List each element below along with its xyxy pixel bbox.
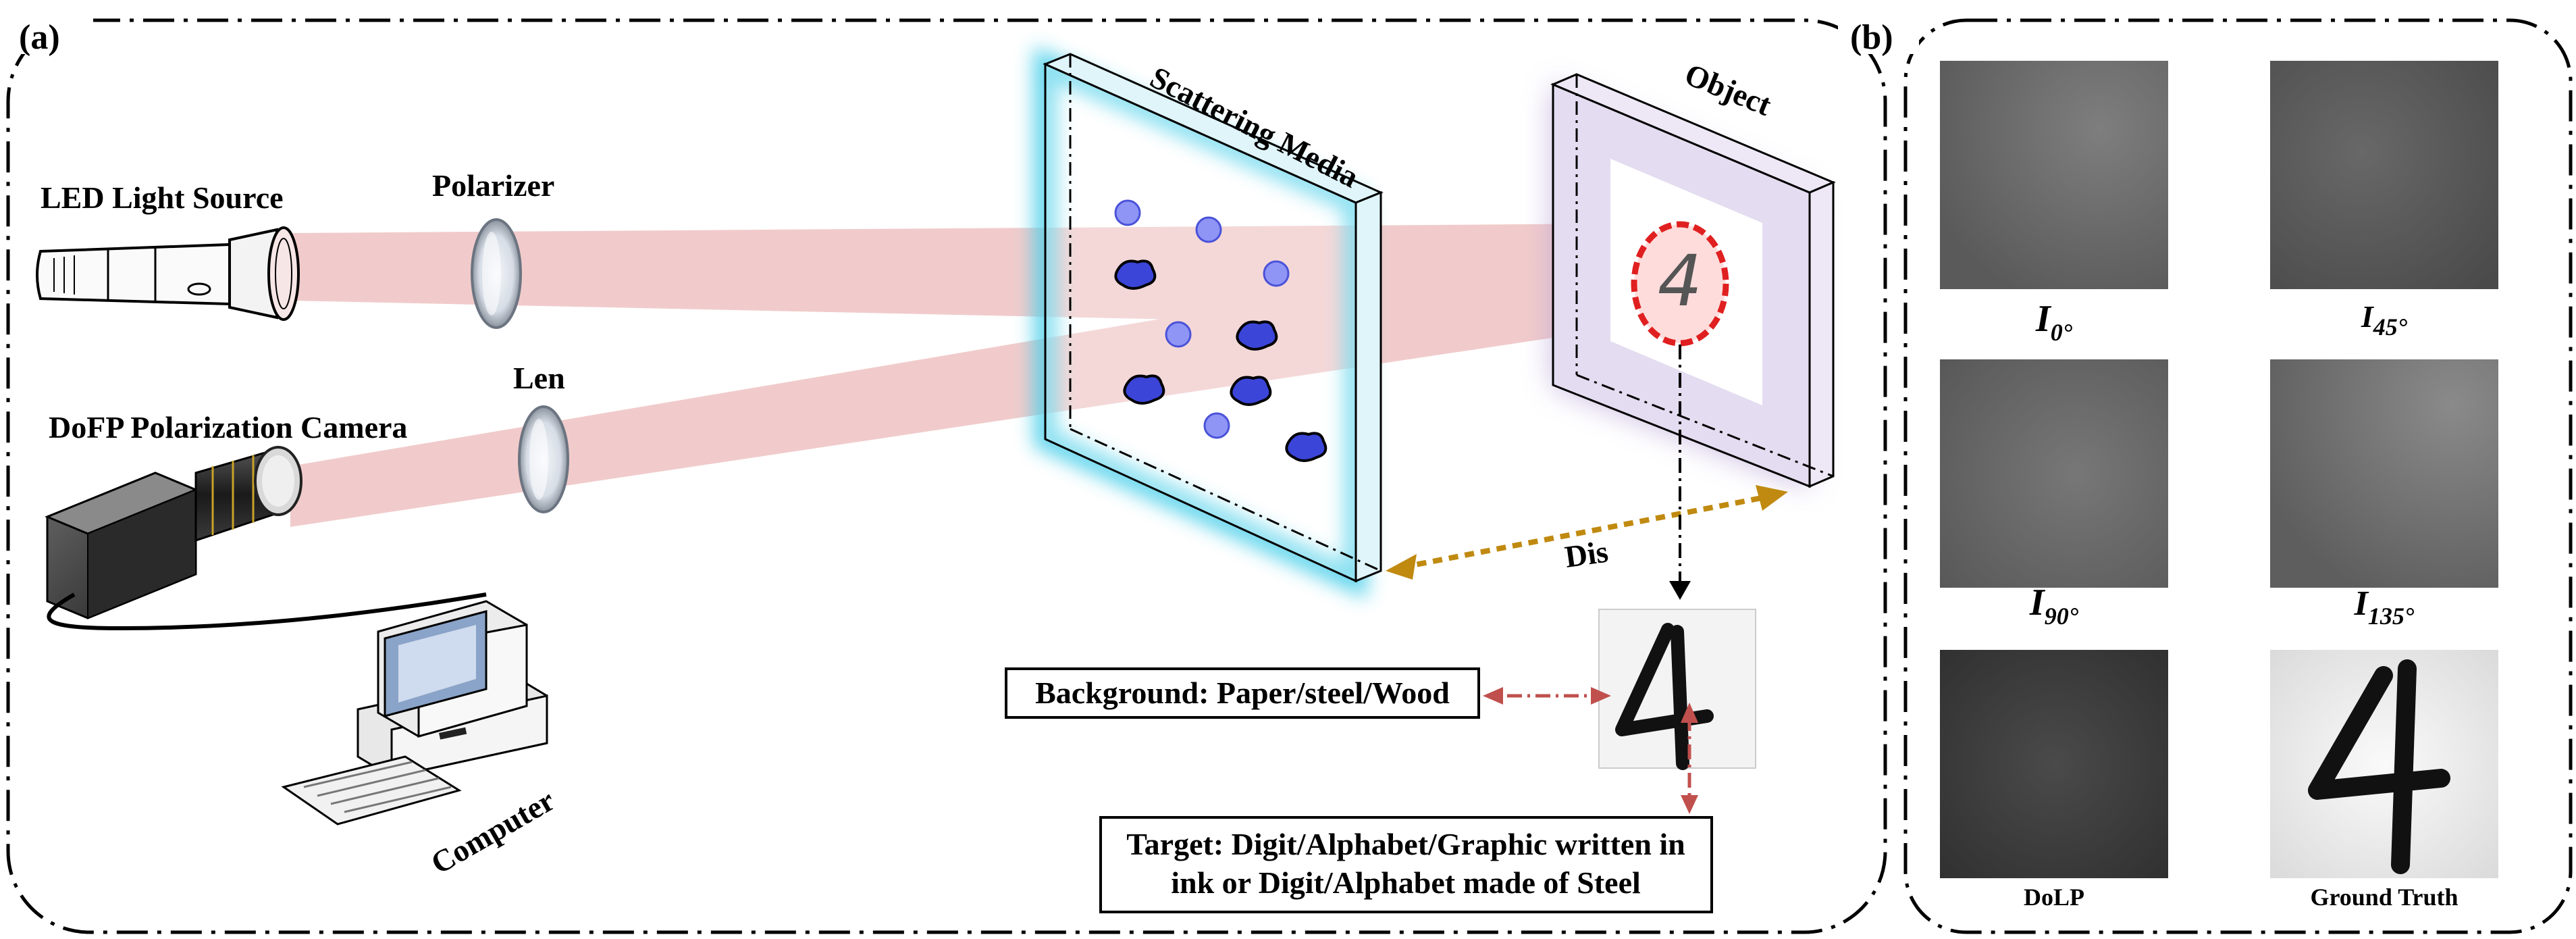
caption-i45: I45° bbox=[2361, 299, 2408, 340]
particle bbox=[1263, 260, 1290, 287]
distance-arrowhead-right bbox=[1756, 485, 1788, 511]
caption-i0: I0° bbox=[2035, 298, 2073, 346]
thumb-i45 bbox=[2270, 61, 2498, 289]
particle bbox=[1165, 321, 1192, 348]
background-label: Background: Paper/steel/Wood bbox=[1035, 676, 1450, 710]
projection-arrowhead bbox=[1669, 581, 1691, 600]
led-light-source-label: LED Light Source bbox=[41, 180, 284, 215]
scattering-media bbox=[1034, 46, 1384, 599]
return-beam bbox=[290, 230, 1688, 527]
background-label-box bbox=[1005, 667, 1480, 719]
particle-cluster bbox=[1114, 259, 1157, 290]
thumb-dolp bbox=[1940, 650, 2168, 878]
camera-icon bbox=[45, 446, 487, 631]
lens-icon bbox=[518, 405, 569, 513]
particle bbox=[1195, 216, 1222, 243]
object-digit: 4 bbox=[1658, 240, 1702, 322]
distance-arrowhead-left bbox=[1386, 554, 1417, 580]
particle bbox=[1203, 412, 1230, 439]
panel-b-tag: (b) bbox=[1850, 18, 1893, 57]
particle-cluster bbox=[1236, 320, 1278, 351]
target-digit-stroke bbox=[1615, 623, 1714, 770]
object-frame: 4 bbox=[1550, 73, 1836, 488]
computer-icon bbox=[281, 600, 548, 826]
panel-a-tag: (a) bbox=[19, 18, 60, 57]
polarizer-label: Polarizer bbox=[432, 168, 554, 203]
computer-label: Computer bbox=[425, 783, 560, 881]
panel-a-frame bbox=[6, 18, 1887, 934]
caption-dolp: DoLP bbox=[2024, 884, 2084, 911]
target-highlight bbox=[1631, 221, 1729, 347]
ground-truth-digit bbox=[2308, 659, 2450, 874]
thumbnail-grid bbox=[1940, 61, 2498, 878]
caption-i135: I135° bbox=[2354, 584, 2415, 630]
lens-label: Len bbox=[513, 361, 565, 395]
panel-b-frame bbox=[1903, 18, 2573, 934]
target-arrowhead-up bbox=[1681, 703, 1698, 723]
camera-label: DoFP Polarization Camera bbox=[49, 410, 407, 445]
distance-label: Dis bbox=[1562, 534, 1610, 574]
particle-cluster bbox=[1123, 374, 1165, 405]
target-label-line2: ink or Digit/Alphabet made of Steel bbox=[1171, 865, 1641, 900]
flashlight-icon bbox=[36, 226, 300, 321]
particle bbox=[1114, 199, 1141, 226]
thumb-i90 bbox=[1940, 359, 2168, 588]
background-arrowhead-left bbox=[1483, 687, 1503, 705]
polarizer-icon bbox=[471, 218, 522, 329]
caption-i90: I90° bbox=[2029, 582, 2079, 630]
background-arrowhead-right bbox=[1591, 687, 1611, 705]
thumb-i0 bbox=[1940, 61, 2168, 289]
thumb-i135 bbox=[2270, 359, 2498, 588]
particle-cluster bbox=[1230, 376, 1272, 406]
target-arrowhead-down bbox=[1681, 795, 1698, 814]
particle-cluster bbox=[1285, 432, 1328, 462]
target-label-line1: Target: Digit/Alphabet/Graphic written i… bbox=[1126, 827, 1685, 861]
object-label: Object bbox=[1680, 57, 1777, 122]
target-label-box bbox=[1099, 816, 1713, 913]
caption-ground-truth: Ground Truth bbox=[2310, 884, 2458, 911]
distance-arrow bbox=[1400, 494, 1770, 570]
